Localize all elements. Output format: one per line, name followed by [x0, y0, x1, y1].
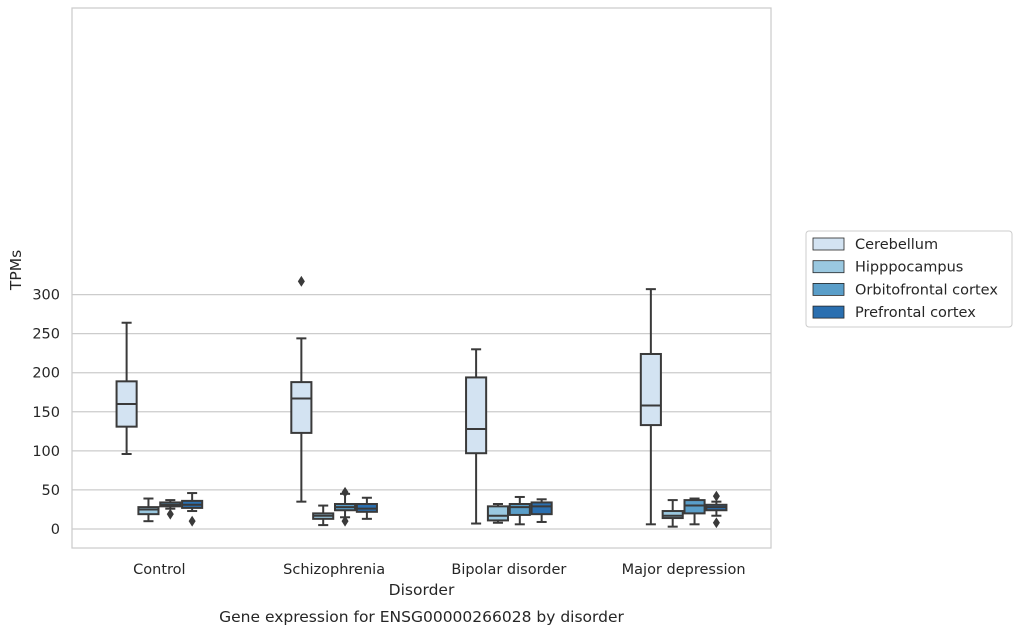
box-iqr	[486, 505, 510, 522]
x-axis-label: Disorder	[389, 581, 455, 599]
outlier-point	[166, 508, 174, 520]
box-group	[137, 497, 160, 523]
box-iqr	[683, 499, 706, 515]
outlier-point	[712, 517, 720, 529]
y-axis-label: TPMs	[7, 250, 25, 291]
y-tick-label: 0	[51, 522, 60, 538]
box-iqr	[530, 501, 553, 516]
box-group	[486, 502, 510, 524]
outlier-point	[712, 490, 720, 502]
box-iqr	[465, 376, 488, 455]
box-group	[181, 492, 204, 527]
box-group	[705, 490, 728, 529]
box-iqr	[639, 352, 662, 427]
legend-label: Prefrontal cortex	[855, 305, 976, 321]
y-tick-label: 50	[42, 483, 60, 499]
y-tick-label: 250	[32, 327, 60, 343]
x-tick-label: Bipolar disorder	[451, 562, 566, 578]
legend-label: Cerebellum	[855, 237, 938, 253]
box-group	[639, 288, 662, 526]
box-iqr	[508, 502, 531, 516]
legend-swatch	[812, 305, 845, 319]
box-group	[312, 504, 335, 527]
legend-swatch	[812, 282, 845, 296]
y-tick-labels: 0 50 100 150 200 250 300	[32, 288, 60, 538]
x-tick-label: Major depression	[622, 562, 746, 578]
y-tick-label: 200	[32, 366, 60, 382]
y-tick-label: 300	[32, 288, 60, 304]
x-tick-label: Schizophrenia	[283, 562, 385, 578]
box-group	[661, 499, 684, 528]
box-iqr	[661, 510, 684, 520]
x-tick-labels: Control Schizophrenia Bipolar disorder Majo…	[133, 562, 745, 578]
y-tick-label: 150	[32, 405, 60, 421]
y-tick-label: 100	[32, 444, 60, 460]
box-group	[683, 497, 706, 526]
box-group	[290, 275, 313, 503]
box-group	[530, 498, 553, 523]
x-tick-label: Control	[133, 562, 185, 578]
box-iqr	[290, 381, 313, 434]
outlier-point	[341, 486, 349, 498]
legend-swatch	[812, 237, 845, 251]
box-group	[115, 321, 138, 455]
box-group	[508, 495, 531, 526]
plot-area-frame	[71, 7, 772, 549]
legend-swatch	[812, 260, 845, 274]
figure-caption: Gene expression for ENSG00000266028 by d…	[219, 608, 624, 626]
box-series	[115, 275, 728, 529]
legend-label: Orbitofrontal cortex	[855, 282, 998, 298]
box-group	[159, 499, 182, 520]
box-group	[465, 348, 488, 525]
box-group	[333, 486, 357, 527]
legend-frame	[805, 230, 1013, 328]
legend-label: Hipppocampus	[855, 260, 963, 276]
outlier-point	[188, 515, 196, 527]
legend: Cerebellum Hipppocampus Orbitofrontal cort…	[805, 230, 1013, 328]
box-group	[355, 496, 378, 520]
box-iqr	[137, 506, 160, 516]
outlier-point	[341, 515, 349, 527]
gridlines	[72, 293, 771, 530]
outlier-point	[297, 275, 305, 287]
